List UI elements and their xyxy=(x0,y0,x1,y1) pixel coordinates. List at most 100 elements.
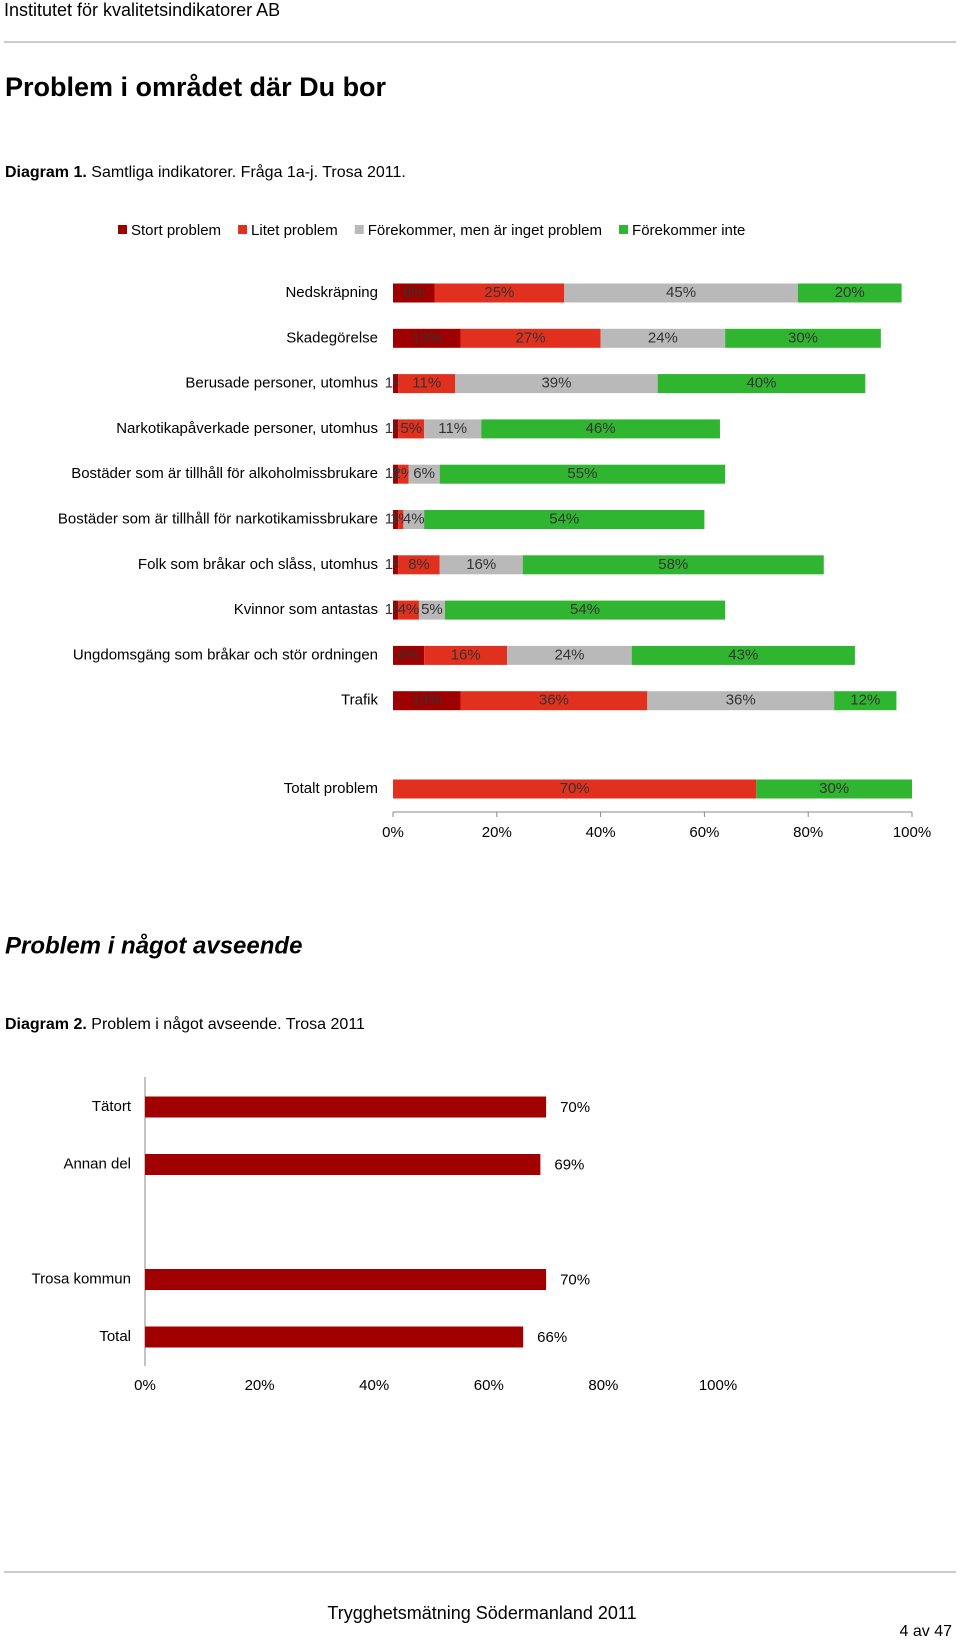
x-tick-label: 40% xyxy=(586,824,616,841)
x-tick-label: 40% xyxy=(359,1377,389,1394)
section-title: Problem i något avseende xyxy=(5,932,302,959)
y-tick-label: Trafik xyxy=(341,692,378,709)
data-label: 70% xyxy=(560,1099,590,1116)
bar-segment xyxy=(424,419,482,439)
bar-segment xyxy=(507,645,632,665)
caption: Diagram 1. Samtliga indikatorer. Fråga 1… xyxy=(5,163,406,181)
legend-swatch xyxy=(238,225,248,234)
data-label: 5% xyxy=(421,601,443,618)
bar-segment xyxy=(439,555,523,575)
y-tick-label: Bostäder som är tillhåll för alkoholmiss… xyxy=(71,465,378,482)
x-tick-label: 20% xyxy=(245,1377,275,1394)
y-tick-label: Annan del xyxy=(63,1155,131,1172)
y-tick-label: Bostäder som är tillhåll för narkotikami… xyxy=(58,510,378,527)
bar xyxy=(145,1269,547,1290)
bar-segment xyxy=(393,645,425,665)
bar-segment xyxy=(522,555,824,575)
data-label: 6% xyxy=(413,465,435,482)
caption-text: Problem i något avseende. Trosa 2011 xyxy=(91,1015,365,1033)
x-tick-label: 0% xyxy=(382,824,404,841)
bar-segment xyxy=(424,645,508,665)
legend-label: Litet problem xyxy=(251,222,338,239)
data-label: 11% xyxy=(412,375,441,392)
bar-segment xyxy=(393,283,435,303)
data-label: 55% xyxy=(567,465,597,482)
data-label: 4% xyxy=(403,510,425,527)
bar-segment xyxy=(460,328,601,348)
data-label: 30% xyxy=(819,780,849,797)
data-label: 13% xyxy=(412,692,442,709)
bar-segment xyxy=(393,419,399,439)
bar-segment xyxy=(481,419,720,439)
bar-segment xyxy=(418,600,445,620)
data-label: 16% xyxy=(451,646,481,663)
legend-swatch xyxy=(619,225,629,234)
legend-swatch xyxy=(354,225,364,234)
y-tick-label: Narkotikapåverkade personer, utomhus xyxy=(116,420,378,437)
bar-segment xyxy=(424,510,705,529)
legend-label: Förekommer, men är inget problem xyxy=(368,222,602,239)
caption: Diagram 2. Problem i något avseende. Tro… xyxy=(5,1015,365,1033)
data-label: 66% xyxy=(537,1329,567,1346)
bar-segment xyxy=(398,374,456,394)
data-label: 4% xyxy=(398,601,420,618)
data-label: 70% xyxy=(560,780,590,797)
y-tick-label: Folk som bråkar och slåss, utomhus xyxy=(138,556,378,573)
data-label: 13% xyxy=(412,329,442,346)
data-label: 39% xyxy=(541,375,571,392)
data-label: 45% xyxy=(666,284,696,301)
data-label: 5% xyxy=(400,420,422,437)
bar-segment xyxy=(398,510,404,529)
bar-segment xyxy=(393,555,399,575)
bar-segment xyxy=(631,645,855,665)
bar-segment xyxy=(657,374,866,394)
data-label: 40% xyxy=(746,375,776,392)
bar-segment xyxy=(403,510,425,529)
x-tick-label: 60% xyxy=(689,824,719,841)
section-title: Problem i området där Du bor xyxy=(5,72,387,102)
legend-label: Förekommer inte xyxy=(632,222,745,239)
data-label: 69% xyxy=(554,1156,584,1173)
x-tick-label: 0% xyxy=(134,1377,156,1394)
bar-segment xyxy=(834,691,897,711)
bar-segment xyxy=(434,283,565,303)
x-tick-label: 80% xyxy=(793,824,823,841)
data-label: 24% xyxy=(554,646,584,663)
bar xyxy=(145,1096,547,1118)
data-label: 8% xyxy=(408,556,430,573)
y-tick-label: Skadegörelse xyxy=(286,329,378,346)
bar-segment xyxy=(455,374,658,394)
bar-segment xyxy=(756,779,912,799)
data-label: 24% xyxy=(648,329,678,346)
y-tick-label: Kvinnor som antastas xyxy=(234,601,378,618)
bar-segment xyxy=(393,600,399,620)
y-tick-label: Trosa kommun xyxy=(32,1270,131,1287)
header-org: Institutet för kvalitetsindikatorer AB xyxy=(4,0,280,20)
bar-segment xyxy=(398,419,425,439)
bar-segment xyxy=(444,600,726,620)
bar-segment xyxy=(600,328,726,348)
bar-segment xyxy=(647,691,835,711)
data-label: 36% xyxy=(539,692,569,709)
data-label: 6% xyxy=(398,646,420,663)
data-label: 16% xyxy=(466,556,496,573)
bar xyxy=(145,1154,541,1175)
x-tick-label: 60% xyxy=(474,1377,504,1394)
data-label: 25% xyxy=(484,284,514,301)
bar-segment xyxy=(393,328,461,348)
bar-segment xyxy=(564,283,798,303)
bar-segment xyxy=(408,464,440,484)
bar xyxy=(145,1326,524,1348)
y-tick-label: Tätort xyxy=(92,1098,132,1115)
bar-segment xyxy=(797,283,902,303)
caption-label: Diagram 1. xyxy=(5,164,87,181)
footer-title: Trygghetsmätning Södermanland 2011 xyxy=(327,1603,636,1623)
data-label: 54% xyxy=(549,510,579,527)
data-label: 20% xyxy=(835,284,865,301)
data-label: 70% xyxy=(560,1271,590,1288)
x-tick-label: 20% xyxy=(482,824,512,841)
data-label: 54% xyxy=(570,601,600,618)
y-tick-label: Nedskräpning xyxy=(285,284,378,301)
